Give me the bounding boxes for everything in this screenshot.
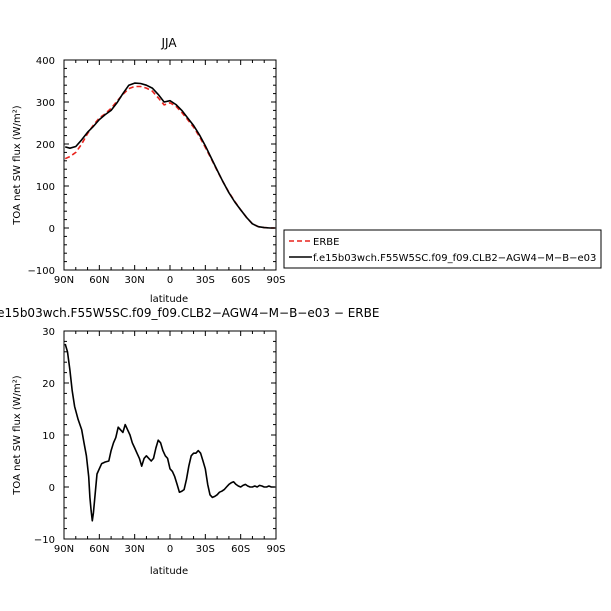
bottom-x-tick-label: 90N: [54, 544, 74, 555]
bottom-y-tick-label: 0: [49, 483, 55, 494]
top-y-tick-label: 300: [36, 98, 55, 109]
bottom-series-line-0: [64, 343, 275, 522]
bottom-x-tick-label: 30N: [125, 544, 145, 555]
bottom-x-tick-label: 0: [167, 544, 173, 555]
bottom-y-tick-label: 10: [42, 431, 55, 442]
bottom-y-tick-label: 30: [42, 327, 55, 338]
top-x-tick-label: 90N: [54, 275, 74, 286]
top-x-tick-label: 60S: [231, 275, 250, 286]
top-y-tick-label: 200: [36, 140, 55, 151]
top-x-tick-label: 90S: [266, 275, 285, 286]
bottom-y-tick-label: 20: [42, 379, 55, 390]
top-series-line-0: [64, 85, 275, 229]
bottom-x-tick-label: 30S: [196, 544, 215, 555]
legend-erbe-label: ERBE: [313, 237, 339, 248]
top-y-tick-label: 100: [36, 182, 55, 193]
top-y-tick-label: 0: [49, 224, 55, 235]
top-y-tick-label: −100: [28, 266, 55, 277]
top-y-tick-label: 400: [36, 56, 55, 67]
bottom-x-tick-label: 90S: [266, 544, 285, 555]
top-x-tick-label: 30N: [125, 275, 145, 286]
bottom-xlabel: latitude: [150, 566, 188, 577]
bottom-x-tick-label: 60N: [89, 544, 109, 555]
legend-model-label: f.e15b03wch.F55W5SC.f09_f09.CLB2−AGW4−M−…: [313, 253, 596, 264]
top-panel: JJA TOA net SW flux (W/m²) latitude 90N 6…: [12, 36, 286, 305]
top-x-tick-label: 0: [167, 275, 173, 286]
top-x-tick-label: 60N: [89, 275, 109, 286]
legend: ERBE f.e15b03wch.F55W5SC.f09_f09.CLB2−AG…: [283, 229, 602, 269]
bottom-ylabel: TOA net SW flux (W/m²): [12, 375, 23, 495]
bottom-title: f.e15b03wch.F55W5SC.f09_f09.CLB2−AGW4−M−…: [0, 306, 379, 320]
top-plot-frame: [63, 59, 277, 271]
bottom-panel: f.e15b03wch.F55W5SC.f09_f09.CLB2−AGW4−M−…: [0, 306, 379, 577]
bottom-plot-frame: [63, 330, 277, 540]
top-title: JJA: [160, 36, 177, 50]
top-xlabel: latitude: [150, 294, 188, 305]
top-series-line-1: [64, 82, 275, 229]
bottom-x-tick-label: 60S: [231, 544, 250, 555]
legend-box: [283, 229, 602, 269]
top-x-tick-label: 30S: [196, 275, 215, 286]
bottom-y-tick-label: −10: [34, 535, 55, 546]
top-ylabel: TOA net SW flux (W/m²): [12, 105, 23, 225]
